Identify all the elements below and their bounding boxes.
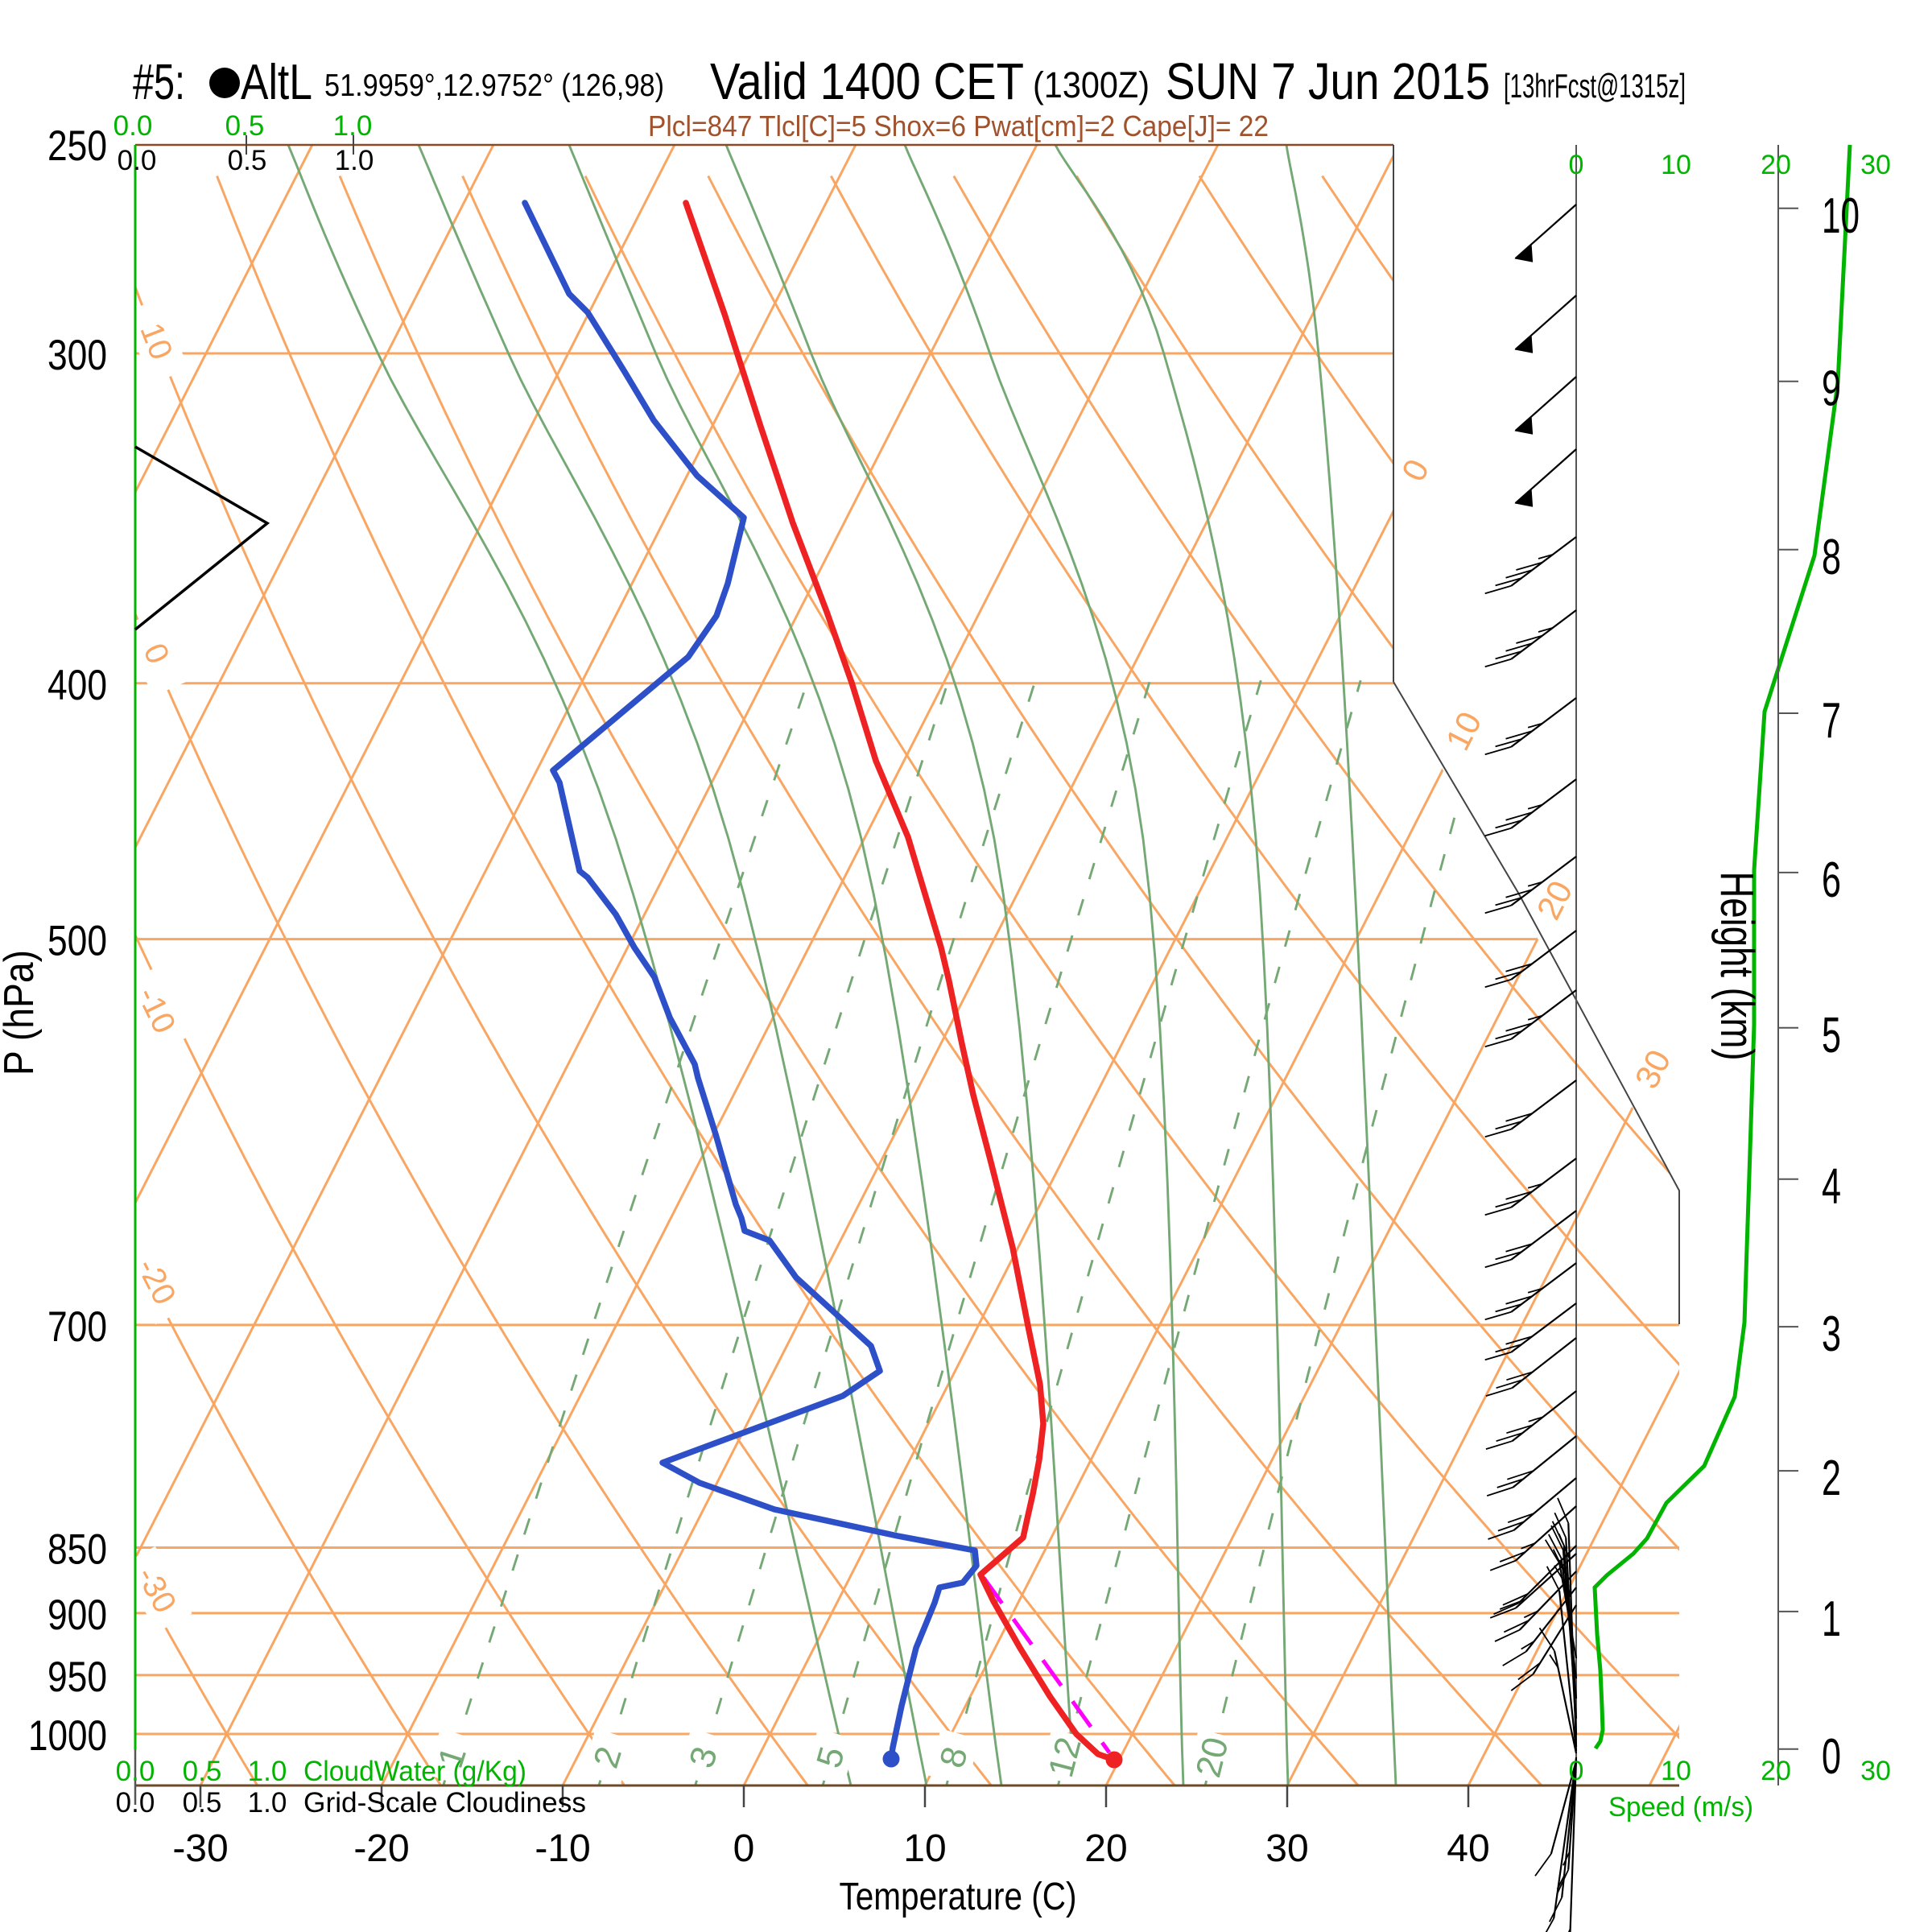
svg-text:[13hrFcst@1315z]: [13hrFcst@1315z] [1504, 67, 1686, 105]
svg-text:AltL: AltL [241, 55, 312, 110]
svg-text:10: 10 [1661, 1756, 1691, 1786]
svg-text:(1300Z): (1300Z) [1033, 64, 1150, 105]
svg-text:Speed (m/s): Speed (m/s) [1608, 1792, 1753, 1823]
svg-text:#5:: #5: [133, 55, 185, 110]
svg-text:250: 250 [47, 122, 107, 170]
svg-text:6: 6 [1822, 852, 1841, 908]
svg-text:0.0: 0.0 [114, 110, 153, 142]
svg-text:1.0: 1.0 [248, 1756, 287, 1787]
svg-text:-10: -10 [535, 1827, 590, 1870]
svg-text:30: 30 [1860, 1756, 1891, 1786]
svg-text:P (hPa): P (hPa) [0, 950, 43, 1075]
svg-text:5: 5 [1822, 1008, 1841, 1063]
svg-text:20: 20 [1188, 1733, 1236, 1781]
svg-text:0.0: 0.0 [116, 1787, 155, 1818]
svg-text:Valid 1400 CET: Valid 1400 CET [710, 52, 1024, 110]
svg-text:1: 1 [1822, 1591, 1841, 1647]
svg-text:CloudWater (g/Kg): CloudWater (g/Kg) [303, 1756, 526, 1787]
svg-text:0.5: 0.5 [225, 110, 265, 142]
svg-text:20: 20 [1084, 1827, 1127, 1870]
svg-text:1.0: 1.0 [248, 1787, 287, 1818]
svg-text:3: 3 [1822, 1307, 1841, 1362]
svg-text:0.5: 0.5 [228, 145, 267, 176]
svg-text:-20: -20 [353, 1827, 409, 1870]
svg-text:2: 2 [1822, 1451, 1841, 1506]
svg-text:51.9959°,12.9752° (126,98): 51.9959°,12.9752° (126,98) [324, 68, 664, 103]
svg-text:1.0: 1.0 [333, 110, 373, 142]
svg-text:500: 500 [47, 918, 107, 965]
svg-text:700: 700 [47, 1303, 107, 1351]
svg-text:0: 0 [733, 1827, 755, 1870]
svg-text:0: 0 [1569, 1756, 1584, 1786]
svg-text:950: 950 [47, 1653, 107, 1701]
svg-text:12: 12 [1041, 1733, 1089, 1781]
svg-text:850: 850 [47, 1525, 107, 1573]
svg-text:1000: 1000 [28, 1712, 107, 1760]
svg-text:Height (km): Height (km) [1711, 872, 1763, 1061]
svg-text:Grid-Scale Cloudiness: Grid-Scale Cloudiness [303, 1787, 586, 1818]
svg-text:20: 20 [1761, 150, 1791, 180]
svg-text:Plcl=847 Tlcl[C]=5 Shox=6 Pwat: Plcl=847 Tlcl[C]=5 Shox=6 Pwat[cm]=2 Cap… [648, 109, 1269, 142]
svg-text:0.0: 0.0 [116, 1756, 155, 1787]
svg-text:Temperature (C): Temperature (C) [840, 1876, 1077, 1918]
svg-text:0: 0 [1822, 1729, 1841, 1785]
svg-text:300: 300 [47, 332, 107, 379]
svg-text:8: 8 [1822, 530, 1841, 585]
svg-text:4: 4 [1822, 1159, 1841, 1215]
svg-text:7: 7 [1822, 693, 1841, 749]
svg-text:10: 10 [1661, 150, 1691, 180]
svg-text:0.5: 0.5 [183, 1787, 222, 1818]
svg-text:900: 900 [47, 1591, 107, 1639]
svg-text:400: 400 [47, 662, 107, 709]
svg-text:10: 10 [903, 1827, 946, 1870]
svg-text:10: 10 [1822, 188, 1860, 244]
svg-text:-30: -30 [172, 1827, 228, 1870]
svg-text:30: 30 [1860, 150, 1891, 180]
svg-text:0.5: 0.5 [183, 1756, 222, 1787]
svg-text:9: 9 [1822, 361, 1841, 417]
svg-text:0: 0 [1569, 150, 1584, 180]
svg-text:20: 20 [1761, 1756, 1791, 1786]
svg-text:40: 40 [1447, 1827, 1489, 1870]
svg-text:SUN 7 Jun 2015: SUN 7 Jun 2015 [1166, 52, 1490, 110]
svg-text:30: 30 [1265, 1827, 1308, 1870]
svg-text:0.0: 0.0 [118, 145, 157, 176]
svg-text:1.0: 1.0 [335, 145, 374, 176]
